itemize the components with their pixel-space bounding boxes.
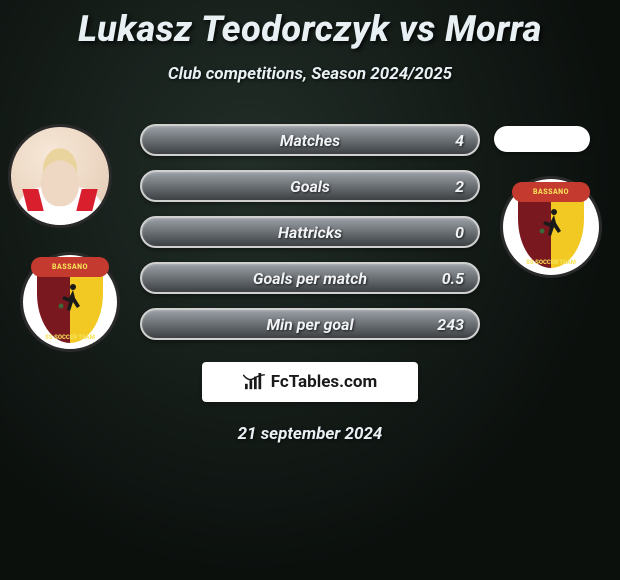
stat-label: Hattricks bbox=[160, 223, 460, 242]
club-badge-right: BASSANO SS SOCCER TEAM bbox=[500, 176, 602, 278]
stats-area: BASSANO SS SOCCER TEAM BASSANO SS SOCCER… bbox=[0, 124, 620, 354]
comparison-card: Lukasz Teodorczyk vs Morra Club competit… bbox=[0, 0, 620, 580]
stat-row: Hattricks 0 bbox=[140, 216, 480, 248]
stat-label: Goals per match bbox=[160, 269, 460, 288]
stat-value: 2 bbox=[455, 177, 464, 196]
jersey-graphic bbox=[15, 187, 105, 228]
stat-label: Matches bbox=[160, 131, 460, 150]
stat-value: 0 bbox=[455, 223, 464, 242]
player-avatar-left bbox=[8, 124, 112, 228]
brand-box[interactable]: FcTables.com bbox=[202, 362, 418, 402]
badge-top-text: BASSANO bbox=[52, 263, 88, 271]
stat-value: 4 bbox=[455, 131, 464, 150]
page-title: Lukasz Teodorczyk vs Morra bbox=[0, 8, 620, 50]
stat-value: 0.5 bbox=[442, 269, 464, 288]
subtitle: Club competitions, Season 2024/2025 bbox=[0, 64, 620, 84]
bar-chart-icon bbox=[243, 373, 265, 391]
stat-rows: Matches 4 Goals 2 Hattricks 0 Goals per … bbox=[140, 124, 480, 354]
stat-row: Goals per match 0.5 bbox=[140, 262, 480, 294]
stat-row: Matches 4 bbox=[140, 124, 480, 156]
badge-bottom-text: SS SOCCER TEAM bbox=[518, 259, 584, 266]
brand-text: FcTables.com bbox=[271, 372, 377, 392]
stat-label: Min per goal bbox=[160, 315, 460, 334]
date-line: 21 september 2024 bbox=[0, 424, 620, 444]
player-avatar-right-placeholder bbox=[494, 126, 590, 152]
stat-label: Goals bbox=[160, 177, 460, 196]
club-badge-left: BASSANO SS SOCCER TEAM bbox=[20, 252, 120, 352]
stat-row: Min per goal 243 bbox=[140, 308, 480, 340]
stat-value: 243 bbox=[437, 315, 464, 334]
club-shield-icon: BASSANO SS SOCCER TEAM bbox=[37, 261, 103, 343]
badge-bottom-text: SS SOCCER TEAM bbox=[37, 334, 103, 341]
badge-top-text: BASSANO bbox=[533, 188, 569, 196]
stat-row: Goals 2 bbox=[140, 170, 480, 202]
club-shield-icon: BASSANO SS SOCCER TEAM bbox=[518, 186, 584, 268]
